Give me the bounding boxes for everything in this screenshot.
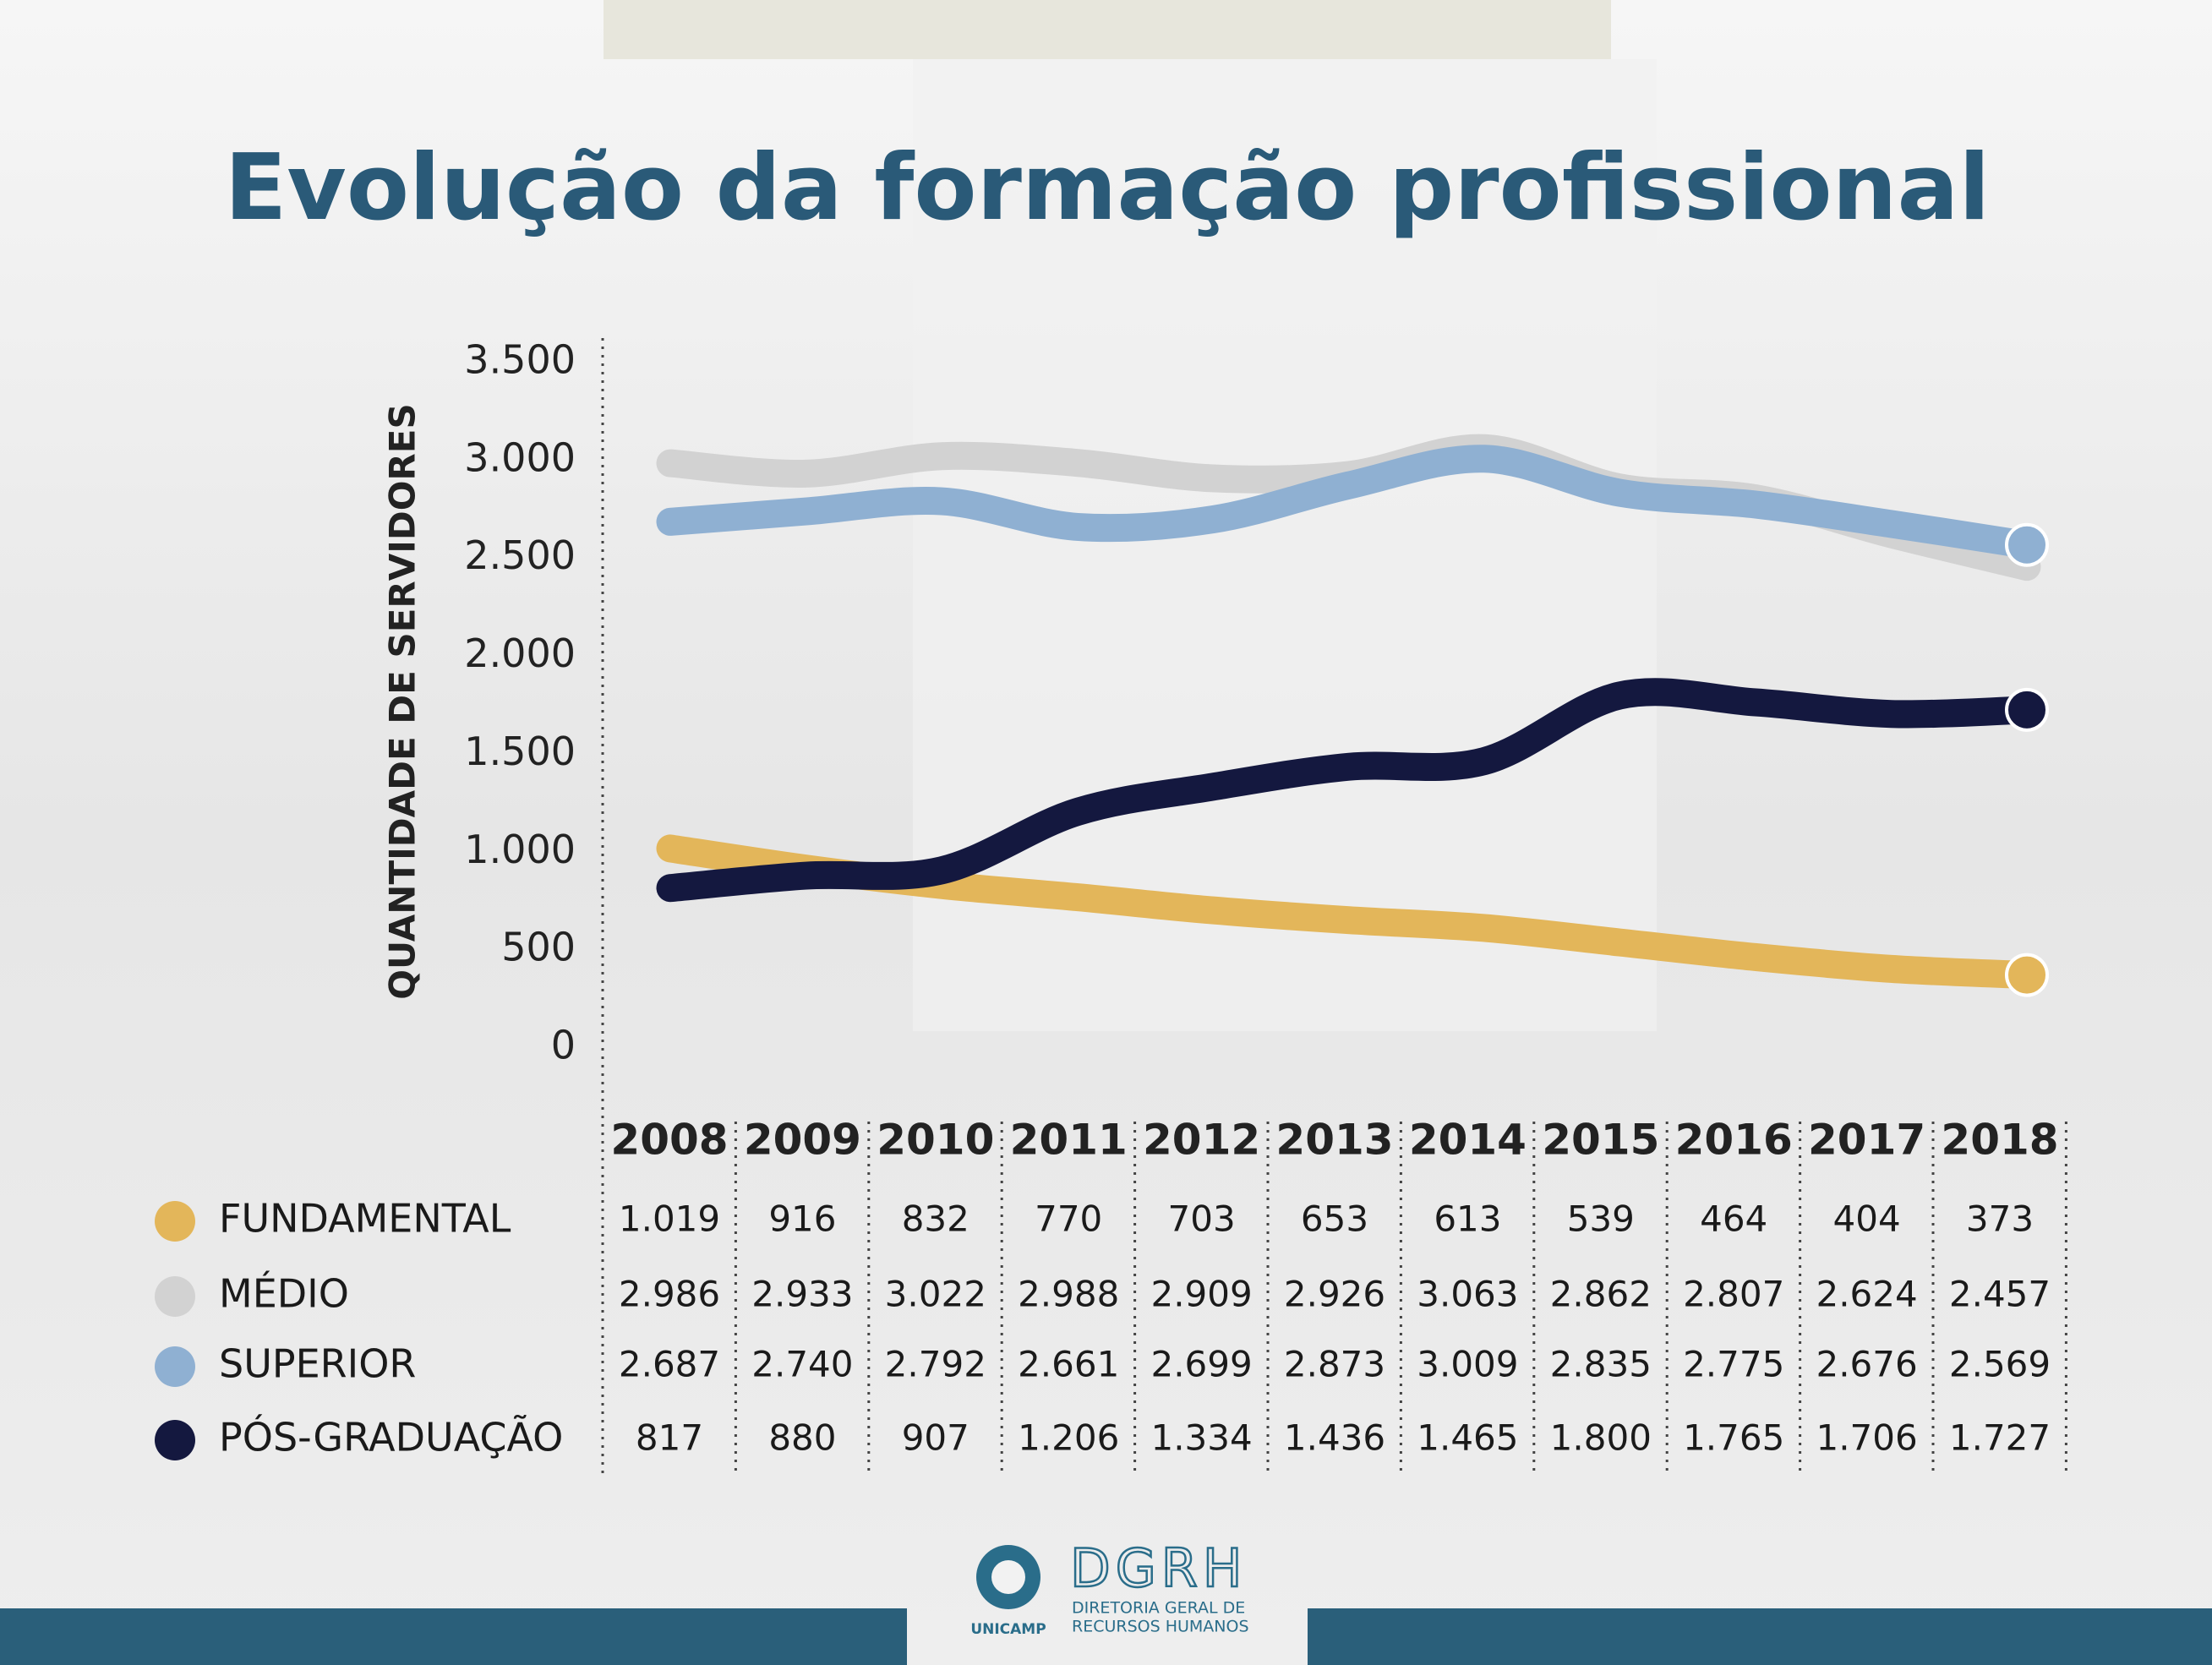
legend-label: PÓS-GRADUAÇÃO — [219, 1415, 563, 1460]
series-line — [656, 445, 2041, 560]
legend-dot — [155, 1201, 195, 1242]
logo-icon — [991, 1560, 1025, 1594]
end-marker — [2005, 687, 2049, 732]
x-tick-label: 2012 — [1143, 1116, 1260, 1165]
x-tick-label: 2017 — [1808, 1116, 1925, 1165]
x-tick-label: 2014 — [1409, 1116, 1527, 1165]
y-tick-label: 500 — [501, 925, 576, 970]
table-value: 1.334 — [1150, 1417, 1252, 1459]
table-value: 2.624 — [1816, 1274, 1917, 1315]
table-value: 3.022 — [885, 1274, 986, 1315]
table-value: 2.775 — [1683, 1344, 1784, 1385]
legend-dot — [155, 1276, 195, 1317]
logo: UNICAMP DGRH DIRETORIA GERAL DE RECURSOS… — [970, 1537, 1248, 1638]
x-tick-label: 2018 — [1941, 1116, 2058, 1165]
table-value: 2.676 — [1816, 1344, 1917, 1385]
bottom-bar — [0, 1608, 907, 1665]
y-tick-label: 1.500 — [464, 729, 576, 774]
table-value: 1.727 — [1949, 1417, 2051, 1459]
table-value: 539 — [1567, 1198, 1635, 1240]
table-value: 1.436 — [1284, 1417, 1385, 1459]
logo-line: DIRETORIA GERAL DE — [1072, 1599, 1245, 1618]
table-value: 3.009 — [1417, 1344, 1518, 1385]
background-building — [913, 59, 1657, 1031]
legend-label: FUNDAMENTAL — [219, 1196, 511, 1242]
end-marker — [2005, 522, 2049, 567]
y-tick-label: 2.000 — [464, 631, 576, 676]
x-tick-label: 2016 — [1675, 1116, 1793, 1165]
table-value: 373 — [1966, 1198, 2034, 1240]
table-value: 1.800 — [1550, 1417, 1652, 1459]
table-value: 3.063 — [1417, 1274, 1518, 1315]
y-tick-label: 3.000 — [464, 434, 576, 480]
table-value: 2.699 — [1150, 1344, 1252, 1385]
table-value: 880 — [768, 1417, 836, 1459]
table-value: 2.933 — [751, 1274, 853, 1315]
table-value: 2.740 — [751, 1344, 853, 1385]
table-value: 2.862 — [1550, 1274, 1652, 1315]
table-value: 703 — [1168, 1198, 1236, 1240]
legend-label: MÉDIO — [219, 1271, 349, 1317]
table-value: 2.926 — [1284, 1274, 1385, 1315]
table-value: 2.792 — [885, 1344, 986, 1385]
bottom-bar — [1308, 1608, 2212, 1665]
table-value: 2.873 — [1284, 1344, 1385, 1385]
table-value: 2.569 — [1949, 1344, 2051, 1385]
x-tick-label: 2010 — [877, 1116, 994, 1165]
logo-name: DGRH — [1070, 1537, 1248, 1599]
x-tick-label: 2008 — [610, 1116, 728, 1165]
logo-line: RECURSOS HUMANOS — [1072, 1618, 1249, 1636]
legend-dot — [155, 1346, 195, 1387]
table-value: 2.807 — [1683, 1274, 1784, 1315]
table-value: 1.765 — [1683, 1417, 1784, 1459]
top-bar — [604, 0, 1611, 59]
table-value: 1.706 — [1816, 1417, 1917, 1459]
table-value: 464 — [1700, 1198, 1767, 1240]
table-value: 1.019 — [619, 1198, 720, 1240]
table-value: 653 — [1301, 1198, 1368, 1240]
x-tick-label: 2015 — [1542, 1116, 1659, 1165]
y-tick-label: 1.000 — [464, 827, 576, 872]
table-value: 2.661 — [1018, 1344, 1119, 1385]
table-value: 907 — [902, 1417, 969, 1459]
table-value: 1.465 — [1417, 1417, 1518, 1459]
table-value: 2.457 — [1949, 1274, 2051, 1315]
table-value: 2.986 — [619, 1274, 720, 1315]
table-value: 770 — [1035, 1198, 1102, 1240]
table-value: 817 — [636, 1417, 703, 1459]
table-value: 2.988 — [1018, 1274, 1119, 1315]
table-value: 2.835 — [1550, 1344, 1652, 1385]
y-axis-label: QUANTIDADE DE SERVIDORES — [382, 403, 423, 999]
series-line — [656, 678, 2041, 903]
table-value: 832 — [902, 1198, 969, 1240]
y-tick-label: 2.500 — [464, 532, 576, 578]
x-tick-label: 2009 — [744, 1116, 861, 1165]
legend-dot — [155, 1420, 195, 1460]
y-tick-label: 3.500 — [464, 337, 576, 383]
x-tick-label: 2011 — [1010, 1116, 1128, 1165]
table-value: 1.206 — [1018, 1417, 1119, 1459]
table-value: 404 — [1833, 1198, 1901, 1240]
legend-label: SUPERIOR — [219, 1341, 416, 1387]
chart-title: Evolução da formação profissional — [225, 135, 1991, 241]
end-marker — [2005, 953, 2049, 997]
logo-org: UNICAMP — [970, 1621, 1046, 1638]
table-value: 916 — [768, 1198, 836, 1240]
table-value: 613 — [1434, 1198, 1501, 1240]
table-value: 2.687 — [619, 1344, 720, 1385]
table-value: 2.909 — [1150, 1274, 1252, 1315]
y-tick-label: 0 — [551, 1023, 576, 1068]
x-tick-label: 2013 — [1275, 1116, 1393, 1165]
